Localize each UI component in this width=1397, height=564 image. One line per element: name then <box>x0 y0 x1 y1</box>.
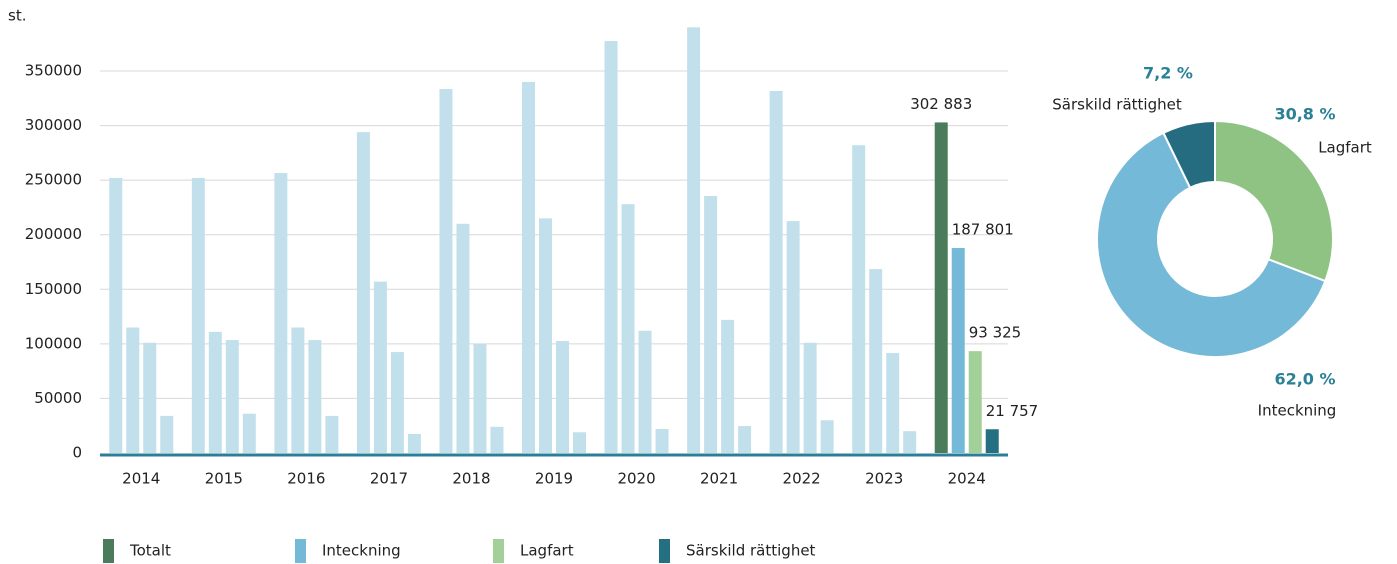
pie-category-label: Inteckning <box>1258 402 1337 420</box>
pie-value-label: 62,0 % <box>1274 370 1335 389</box>
bar <box>721 319 735 453</box>
x-tick-label: 2015 <box>205 470 243 488</box>
value-label: 187 801 <box>952 221 1014 239</box>
bar <box>621 204 635 453</box>
bar <box>126 327 140 453</box>
bar <box>968 351 982 453</box>
bar <box>407 434 421 453</box>
bar <box>439 89 453 453</box>
legend-label: Totalt <box>129 542 171 560</box>
y-tick-label: 200000 <box>25 225 82 243</box>
legend-swatch <box>493 539 504 563</box>
bar <box>985 429 999 453</box>
bar <box>473 343 487 453</box>
pie-value-label: 7,2 % <box>1143 64 1193 83</box>
bar <box>325 415 339 453</box>
bar <box>143 342 157 453</box>
bar <box>934 122 948 454</box>
bar <box>786 221 800 453</box>
bar <box>704 195 718 453</box>
pie-category-label: Särskild rättighet <box>1052 96 1182 114</box>
legend-label: Lagfart <box>520 542 574 560</box>
bar <box>903 431 917 453</box>
x-tick-label: 2018 <box>452 470 490 488</box>
bar <box>869 269 883 453</box>
bar <box>769 90 783 453</box>
y-tick-label: 0 <box>72 444 82 462</box>
bar <box>160 415 174 453</box>
bar <box>573 432 586 453</box>
bar <box>490 426 504 453</box>
legend-label: Särskild rättighet <box>686 542 816 560</box>
bar <box>291 327 305 453</box>
pie-slice <box>1162 119 1216 190</box>
y-tick-label: 350000 <box>25 62 82 80</box>
x-tick-label: 2017 <box>370 470 408 488</box>
bar <box>356 132 370 453</box>
bar <box>274 173 288 453</box>
x-tick-label: 2020 <box>617 470 655 488</box>
bar <box>456 223 470 453</box>
x-tick-label: 2014 <box>122 470 160 488</box>
bar <box>225 340 239 453</box>
x-tick-label: 2019 <box>535 470 573 488</box>
bar <box>738 426 752 453</box>
x-tick-label: 2024 <box>948 470 986 488</box>
pie-value-label: 30,8 % <box>1274 105 1335 124</box>
bar <box>655 428 669 453</box>
bar <box>886 353 900 453</box>
value-label: 302 883 <box>910 95 972 113</box>
bar <box>109 177 123 453</box>
bar <box>852 145 866 453</box>
bar <box>390 352 404 453</box>
pie-slice <box>1214 119 1334 283</box>
bar <box>556 341 569 453</box>
bar <box>820 420 834 453</box>
value-label: 93 325 <box>969 324 1022 342</box>
bar <box>604 40 618 453</box>
bar <box>951 248 965 453</box>
y-tick-label: 300000 <box>25 116 82 134</box>
legend-swatch <box>103 539 114 563</box>
bar <box>687 27 701 453</box>
legend-swatch <box>295 539 306 563</box>
y-tick-label: 100000 <box>25 334 82 352</box>
bar <box>242 413 256 453</box>
value-label: 21 757 <box>986 402 1039 420</box>
x-tick-label: 2022 <box>783 470 821 488</box>
bar <box>191 177 205 453</box>
bar <box>308 340 322 453</box>
bar <box>638 330 652 453</box>
y-axis-label: st. <box>8 7 26 25</box>
bar <box>208 331 222 453</box>
pie-slice <box>1096 131 1327 358</box>
bar <box>803 342 817 453</box>
y-tick-label: 50000 <box>34 389 82 407</box>
x-tick-label: 2016 <box>287 470 325 488</box>
y-tick-label: 150000 <box>25 280 82 298</box>
x-tick-label: 2021 <box>700 470 738 488</box>
legend-swatch <box>659 539 670 563</box>
pie-category-label: Lagfart <box>1318 139 1372 157</box>
x-tick-label: 2023 <box>865 470 903 488</box>
bar <box>539 218 552 453</box>
legend-label: Inteckning <box>322 542 401 560</box>
bar <box>373 281 387 453</box>
y-tick-label: 250000 <box>25 171 82 189</box>
bar <box>522 81 535 454</box>
